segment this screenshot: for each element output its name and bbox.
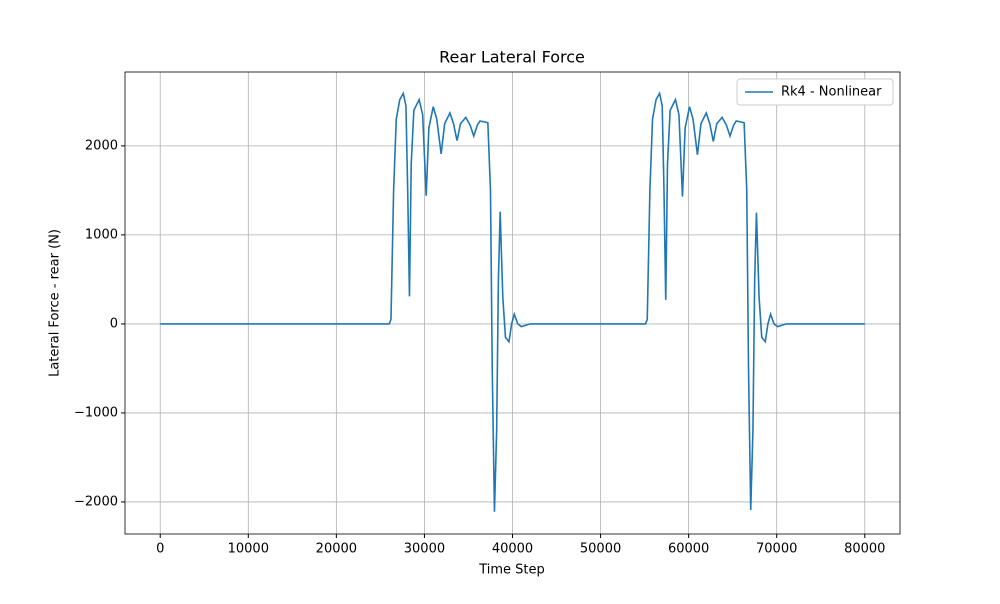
x-tick-label: 20000 [316,542,357,557]
x-tick-label: 60000 [668,542,709,557]
y-tick-label: 2000 [85,138,118,153]
x-tick-label: 80000 [844,542,885,557]
legend-box [736,78,894,106]
y-tick-label: −2000 [74,494,118,509]
line-series [160,91,865,512]
y-tick-label: 1000 [85,227,118,242]
x-tick-label: 40000 [492,542,533,557]
x-tick-label: 0 [156,542,164,557]
x-tick-label: 30000 [404,542,445,557]
x-tick-label: 50000 [580,542,621,557]
y-tick-label: 0 [110,316,118,331]
plot-frame [124,71,901,535]
y-axis-label: Lateral Force - rear (N) [48,229,63,377]
y-tick-label: −1000 [74,405,118,420]
x-tick-label: 70000 [756,542,797,557]
x-axis-label: Time Step [478,563,545,578]
x-tick-label: 10000 [228,542,269,557]
chart-title: Rear Lateral Force [439,48,585,67]
legend-label: Rk4 - Nonlinear [781,85,882,100]
legend: Rk4 - Nonlinear [736,78,894,106]
